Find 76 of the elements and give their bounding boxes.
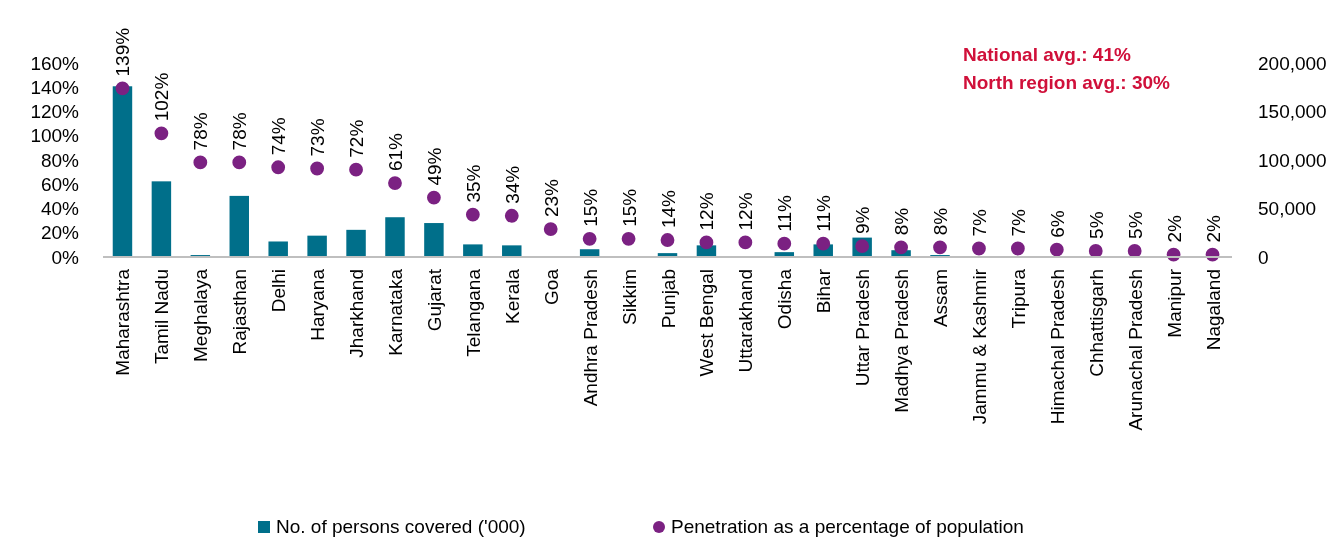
data-label: 12% — [696, 192, 718, 231]
data-label: 61% — [384, 132, 406, 172]
annotation: North region avg.: 30% — [963, 72, 1171, 93]
data-label: 11% — [813, 194, 835, 232]
x-tick-label: Goa — [540, 268, 562, 305]
x-tick-label: Telangana — [462, 268, 484, 357]
x-tick-label: Madhya Pradesh — [891, 269, 913, 413]
x-tick-label: Meghalaya — [190, 268, 212, 362]
data-label: 11% — [774, 194, 796, 232]
y-tick-label: 60% — [40, 173, 80, 195]
x-tick-label: West Bengal — [696, 269, 718, 377]
x-tick-label: Jharkhand — [346, 269, 368, 358]
data-label: 15% — [618, 188, 640, 227]
y2-tick-label: 200,000 — [1258, 52, 1327, 74]
x-tick-label: Punjab — [657, 269, 679, 329]
x-tick-label: Kerala — [501, 268, 523, 324]
y2-tick-label: 100,000 — [1258, 149, 1327, 171]
data-label: 34% — [501, 165, 523, 204]
data-label: 15% — [579, 188, 601, 227]
x-tick-label: Jammu & Kashmir — [968, 268, 990, 425]
x-tick-label: Chhattisgarh — [1085, 269, 1107, 377]
y-tick-label: 0% — [51, 246, 80, 268]
x-tick-label: Bihar — [813, 268, 835, 314]
legend-label: Penetration as a percentage of population — [671, 516, 1024, 537]
data-label: 73% — [307, 118, 329, 157]
data-label: 12% — [735, 192, 757, 231]
y-tick-label: 100% — [30, 125, 80, 147]
x-tick-label: Assam — [930, 269, 952, 328]
x-tick-label: Tripura — [1007, 268, 1029, 329]
y-tick-label: 140% — [30, 76, 80, 98]
x-tick-label: Himachal Pradesh — [1046, 269, 1068, 425]
y2-tick-label: 150,000 — [1258, 101, 1327, 123]
annotation: National avg.: 41% — [963, 44, 1131, 65]
data-label: 5% — [1124, 211, 1146, 239]
data-label: 8% — [891, 207, 913, 236]
data-label: 72% — [346, 119, 368, 158]
y-tick-label: 160% — [30, 52, 80, 74]
x-tick-label: Manipur — [1163, 268, 1185, 338]
x-tick-label: Gujarat — [423, 268, 445, 332]
x-tick-label: Nagaland — [1202, 269, 1224, 351]
x-tick-label: Arunachal Pradesh — [1124, 269, 1146, 431]
data-label: 49% — [423, 147, 445, 186]
legend-label: No. of persons covered ('000) — [276, 516, 526, 537]
x-tick-label: Uttarakhand — [735, 269, 757, 373]
x-tick-label: Sikkim — [618, 269, 640, 325]
y-tick-label: 80% — [40, 149, 80, 171]
x-tick-label: Odisha — [774, 268, 796, 330]
x-tick-label: Karnataka — [384, 268, 406, 356]
y2-tick-label: 0 — [1258, 246, 1269, 268]
x-tick-label: Uttar Pradesh — [852, 269, 874, 387]
x-tick-label: Andhra Pradesh — [579, 269, 601, 407]
data-label: 14% — [657, 189, 679, 229]
x-tick-label: Delhi — [268, 269, 290, 313]
data-label: 23% — [540, 178, 562, 218]
x-tick-label: Tamil Nadu — [151, 269, 173, 365]
x-tick-label: Haryana — [307, 268, 329, 341]
y-tick-label: 40% — [40, 198, 80, 220]
y-tick-label: 120% — [30, 101, 80, 123]
x-tick-label: Rajasthan — [229, 269, 251, 355]
data-label: 7% — [968, 208, 990, 237]
data-label: 9% — [852, 206, 874, 235]
data-label: 8% — [930, 207, 952, 236]
data-label: 35% — [462, 164, 484, 203]
data-label: 78% — [229, 112, 251, 151]
data-label: 6% — [1046, 210, 1068, 238]
data-label: 78% — [190, 112, 212, 151]
data-label: 2% — [1202, 215, 1224, 243]
y-tick-label: 20% — [40, 222, 80, 244]
data-label: 74% — [268, 117, 290, 156]
x-tick-label: Maharashtra — [112, 268, 134, 376]
data-label: 7% — [1007, 208, 1029, 237]
data-label: 2% — [1163, 215, 1185, 243]
data-label: 139% — [112, 27, 134, 77]
data-label: 5% — [1085, 211, 1107, 239]
y2-tick-label: 50,000 — [1258, 198, 1317, 220]
data-label: 102% — [151, 72, 173, 122]
